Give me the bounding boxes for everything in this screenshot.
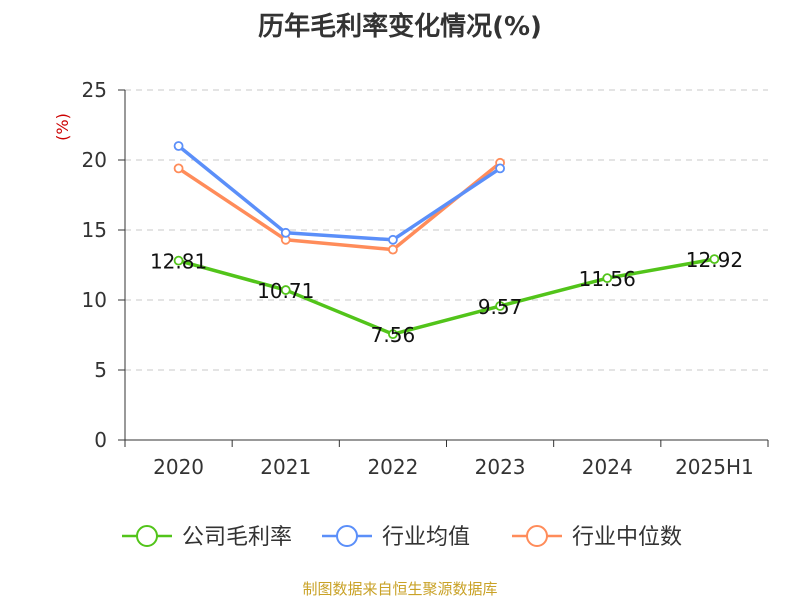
data-point [173, 255, 184, 266]
source-note: 制图数据来自恒生聚源数据库 [302, 580, 498, 598]
x-tick-label: 2023 [475, 455, 526, 479]
x-tick-label: 2021 [260, 455, 311, 479]
data-point [388, 329, 398, 340]
legend-swatch-marker [336, 525, 358, 547]
legend-label: 行业中位数 [572, 525, 682, 550]
y-tick-label: 20 [82, 148, 107, 172]
data-label: 12.81 [150, 250, 207, 274]
gridlines [125, 89, 768, 371]
data-point [495, 163, 505, 174]
data-label: 7.56 [371, 323, 416, 347]
data-point [173, 163, 184, 174]
x-tick-label: 2025H1 [675, 455, 754, 479]
data-label: 12.92 [686, 248, 743, 272]
data-label: 9.57 [478, 295, 523, 319]
y-tick-label: 0 [94, 428, 107, 452]
y-tick-label: 25 [82, 78, 107, 102]
x-tick-label: 2022 [367, 455, 418, 479]
y-axis-unit-label: (%) [53, 113, 72, 141]
legend-swatch-marker [136, 525, 158, 547]
data-point [280, 227, 291, 238]
x-tick-label: 2024 [582, 455, 633, 479]
data-point [280, 285, 291, 295]
y-tick-label: 5 [94, 358, 107, 382]
series-line [178, 257, 715, 336]
data-point [709, 254, 720, 265]
data-labels: 12.81 10.71 7.56 9.57 11.56 12.92 [150, 248, 743, 347]
data-point [173, 141, 184, 151]
y-tick-label: 10 [82, 288, 107, 312]
x-tick-label: 2020 [153, 455, 204, 479]
data-point [602, 273, 613, 284]
chart-title: 历年毛利率变化情况(%) [258, 12, 542, 42]
axes: 0 5 10 15 20 25 2020 2021 2022 2023 2024 2025H1 (%) [53, 78, 769, 479]
y-tick-label: 15 [82, 218, 107, 242]
data-label: 11.56 [579, 267, 636, 291]
legend-label: 公司毛利率 [182, 525, 292, 550]
series-line [177, 144, 502, 242]
data-label: 10.71 [257, 279, 314, 303]
series-lines [173, 141, 720, 340]
legend-swatch-marker [526, 525, 548, 547]
legend: 公司毛利率 行业均值 行业中位数 [122, 525, 682, 550]
legend-label: 行业均值 [382, 525, 470, 550]
data-point [388, 244, 398, 255]
data-point [388, 234, 398, 245]
data-point [495, 301, 505, 311]
